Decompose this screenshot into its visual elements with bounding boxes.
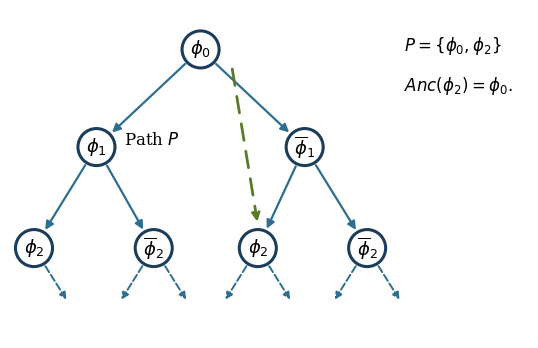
- Text: $\overline{\phi}_2$: $\overline{\phi}_2$: [357, 235, 378, 261]
- Circle shape: [239, 230, 277, 267]
- Circle shape: [78, 128, 115, 166]
- Circle shape: [135, 230, 172, 267]
- Circle shape: [16, 230, 53, 267]
- Text: $\phi_2$: $\phi_2$: [24, 237, 44, 259]
- Circle shape: [349, 230, 386, 267]
- Text: $\overline{\phi}_2$: $\overline{\phi}_2$: [143, 235, 164, 261]
- Text: $Anc(\phi_2) = \phi_0.$: $Anc(\phi_2) = \phi_0.$: [404, 76, 512, 97]
- FancyArrowPatch shape: [232, 69, 259, 219]
- Text: $\phi_1$: $\phi_1$: [86, 136, 107, 158]
- Text: $\phi_0$: $\phi_0$: [190, 38, 211, 61]
- Text: $\overline{\phi}_1$: $\overline{\phi}_1$: [294, 134, 315, 160]
- Text: Path $P$: Path $P$: [124, 132, 180, 149]
- Text: $P = \{\phi_0, \phi_2\}$: $P = \{\phi_0, \phi_2\}$: [404, 35, 501, 57]
- Circle shape: [182, 31, 219, 68]
- Circle shape: [286, 128, 323, 166]
- Text: $\phi_2$: $\phi_2$: [247, 237, 268, 259]
